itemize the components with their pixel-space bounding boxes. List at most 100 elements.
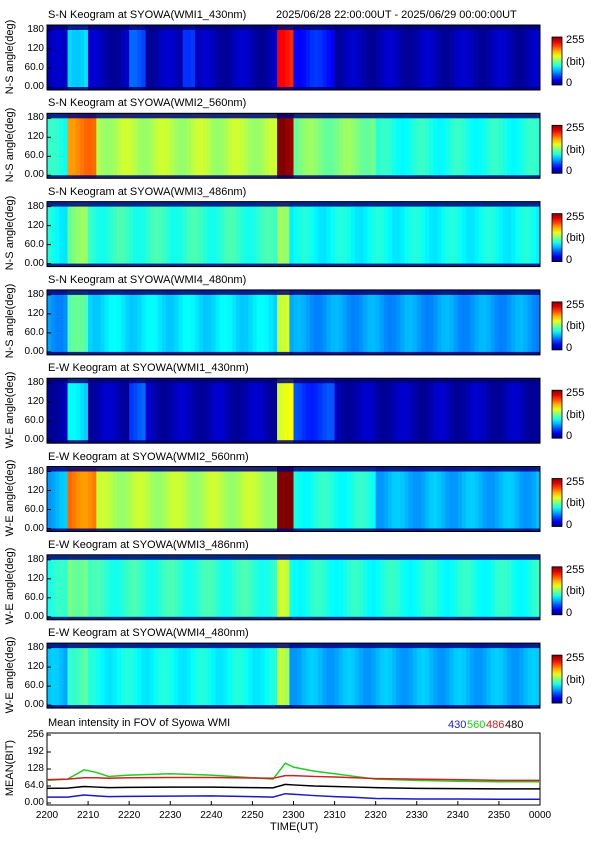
keogram-slice <box>416 378 422 444</box>
keogram-slice <box>199 201 204 267</box>
keogram-slice <box>305 201 311 267</box>
keogram-slice <box>466 201 471 267</box>
keogram-slice <box>272 643 278 709</box>
keogram-slice <box>478 643 483 709</box>
keogram-slice <box>318 289 323 355</box>
keogram-slice <box>359 378 364 444</box>
keogram-title: S-N Keogram at SYOWA(WMI2_560nm) <box>48 97 247 110</box>
keogram-slice <box>112 201 118 267</box>
keogram-slice <box>404 201 409 267</box>
keogram-slice <box>445 378 451 444</box>
keogram-slice <box>498 643 504 709</box>
keogram-slice <box>535 554 541 620</box>
keogram-slice <box>137 643 142 709</box>
keogram-slice <box>503 643 508 709</box>
keogram-ytick: 180 <box>27 465 44 477</box>
keogram-slice <box>264 378 270 444</box>
keogram-slice <box>129 554 134 620</box>
keogram-slice <box>186 25 192 90</box>
keogram-slice <box>219 378 225 444</box>
keogram-slice <box>133 643 138 709</box>
keogram-slice <box>125 113 130 179</box>
keogram-slice <box>433 289 438 355</box>
keogram-slice <box>474 466 479 532</box>
keogram-slice <box>166 113 171 179</box>
keogram-slice <box>338 113 344 179</box>
keogram-slice <box>211 289 216 355</box>
keogram-slice <box>330 554 335 620</box>
keogram-slice <box>162 378 167 444</box>
keogram-slice <box>227 113 233 179</box>
keogram-slice <box>157 201 163 267</box>
keogram-slice <box>515 466 520 532</box>
keogram-slice <box>359 113 364 179</box>
keogram-ytick: 0.00 <box>24 345 44 357</box>
keogram-slice <box>215 643 220 709</box>
keogram-slice <box>248 378 253 444</box>
keogram-slice <box>174 554 179 620</box>
keogram-slice <box>235 113 241 179</box>
keogram-slice <box>486 554 492 620</box>
keogram-slice <box>523 25 529 90</box>
keogram-slice <box>285 378 290 444</box>
keogram-slice <box>498 113 504 179</box>
keogram-slice <box>240 643 245 709</box>
keogram-slice <box>149 466 155 532</box>
keogram-slice <box>527 554 533 620</box>
keogram-slice <box>318 25 323 90</box>
keogram-slice <box>166 378 171 444</box>
keogram-slice <box>215 554 220 620</box>
keogram-slice <box>149 113 155 179</box>
keogram-slice <box>412 378 418 444</box>
series-line-486 <box>46 774 540 782</box>
keogram-slice <box>408 289 414 355</box>
keogram-slice <box>523 378 529 444</box>
keogram-slice <box>277 554 282 620</box>
horizon-band <box>47 466 540 472</box>
keogram-slice <box>433 554 438 620</box>
keogram-slice <box>108 554 114 620</box>
keogram-slice <box>88 289 93 355</box>
keogram-slice <box>47 378 52 444</box>
colorbar-max: 255 <box>566 210 585 223</box>
keogram-slice <box>211 113 216 179</box>
keogram-slice <box>326 289 331 355</box>
mean-ytick: 256 <box>27 729 44 740</box>
keogram-slice <box>67 289 73 355</box>
keogram-slice <box>515 113 520 179</box>
keogram-slice <box>453 289 459 355</box>
keogram-slice <box>490 289 496 355</box>
keogram-slice <box>293 643 299 709</box>
keogram-slice <box>120 113 126 179</box>
keogram-slice <box>75 643 81 709</box>
keogram-slice <box>231 201 237 267</box>
keogram-slice <box>112 554 118 620</box>
keogram-slice <box>404 378 409 444</box>
keogram-slice <box>342 466 348 532</box>
series-line-430 <box>47 792 540 801</box>
keogram-slice <box>355 643 360 709</box>
horizon-band <box>47 705 540 709</box>
xaxis-tick: 2230 <box>159 810 182 821</box>
keogram-slice <box>408 113 414 179</box>
keogram-slice <box>420 201 426 267</box>
keogram-slice <box>334 289 340 355</box>
keogram-slice <box>318 113 323 179</box>
keogram-slice <box>194 554 200 620</box>
keogram-slice <box>334 554 340 620</box>
keogram-slice <box>157 643 163 709</box>
keogram-slice <box>264 25 270 90</box>
keogram-slice <box>289 378 294 444</box>
keogram-slice <box>120 289 126 355</box>
keogram-slice <box>474 113 479 179</box>
keogram-slice <box>235 554 241 620</box>
keogram-slice <box>412 466 418 532</box>
keogram-slice <box>67 554 73 620</box>
keogram-slice <box>338 554 344 620</box>
keogram-slice <box>470 25 475 90</box>
keogram-slice <box>396 554 401 620</box>
keogram-slice <box>375 554 381 620</box>
colorbar <box>551 124 563 174</box>
horizon-band <box>47 113 540 119</box>
keogram-slice <box>305 113 311 179</box>
